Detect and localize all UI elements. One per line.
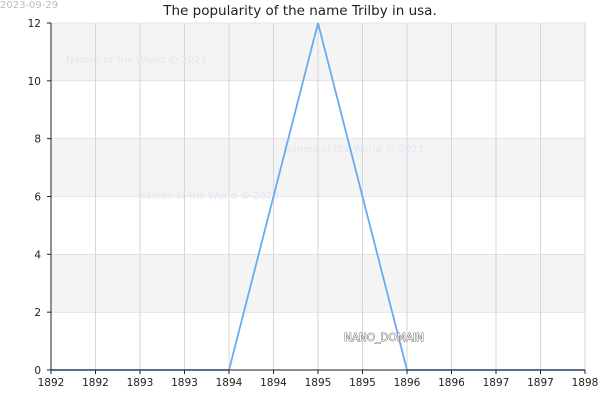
y-tick-label-4: 8 bbox=[34, 134, 41, 146]
y-axis-ticks: 0 2 4 6 8 10 12 bbox=[28, 18, 51, 377]
x-tick-label-9: 1896 bbox=[438, 377, 465, 389]
x-tick-label-11: 1897 bbox=[527, 377, 554, 389]
y-tick-label-0: 0 bbox=[34, 365, 41, 377]
x-tick-label-8: 1896 bbox=[394, 377, 421, 389]
x-tick-label-2: 1893 bbox=[127, 377, 154, 389]
watermark-0: Names of the World © 2023 bbox=[66, 55, 207, 66]
x-tick-label-10: 1897 bbox=[483, 377, 510, 389]
y-tick-label-1: 2 bbox=[34, 307, 41, 319]
x-tick-label-5: 1894 bbox=[260, 377, 287, 389]
y-tick-label-2: 4 bbox=[34, 249, 41, 261]
y-tick-label-5: 10 bbox=[28, 76, 41, 88]
x-tick-label-12: 1898 bbox=[572, 377, 599, 389]
date-stamp: 2023-09-29 bbox=[0, 0, 58, 11]
x-tick-label-6: 1895 bbox=[305, 377, 332, 389]
watermark-1: Names of the World © 2023 bbox=[283, 144, 424, 155]
y-tick-label-6: 12 bbox=[28, 18, 41, 30]
domain-label: NANO_DOMAIN bbox=[344, 332, 424, 344]
chart-title: The popularity of the name Trilby in usa… bbox=[162, 3, 437, 19]
x-tick-label-1: 1892 bbox=[82, 377, 109, 389]
x-tick-label-3: 1893 bbox=[171, 377, 198, 389]
watermarks: Names of the World © 2023 Names of the Wo… bbox=[66, 55, 424, 202]
x-tick-label-4: 1894 bbox=[216, 377, 243, 389]
x-tick-label-7: 1895 bbox=[349, 377, 376, 389]
y-tick-label-3: 6 bbox=[34, 192, 41, 204]
watermark-2: Names of the World © 2023 bbox=[138, 191, 279, 202]
x-tick-label-0: 1892 bbox=[38, 377, 65, 389]
x-axis-ticks: 1892 1892 1893 1893 1894 1894 1895 1895 1896 1896… bbox=[38, 370, 599, 389]
